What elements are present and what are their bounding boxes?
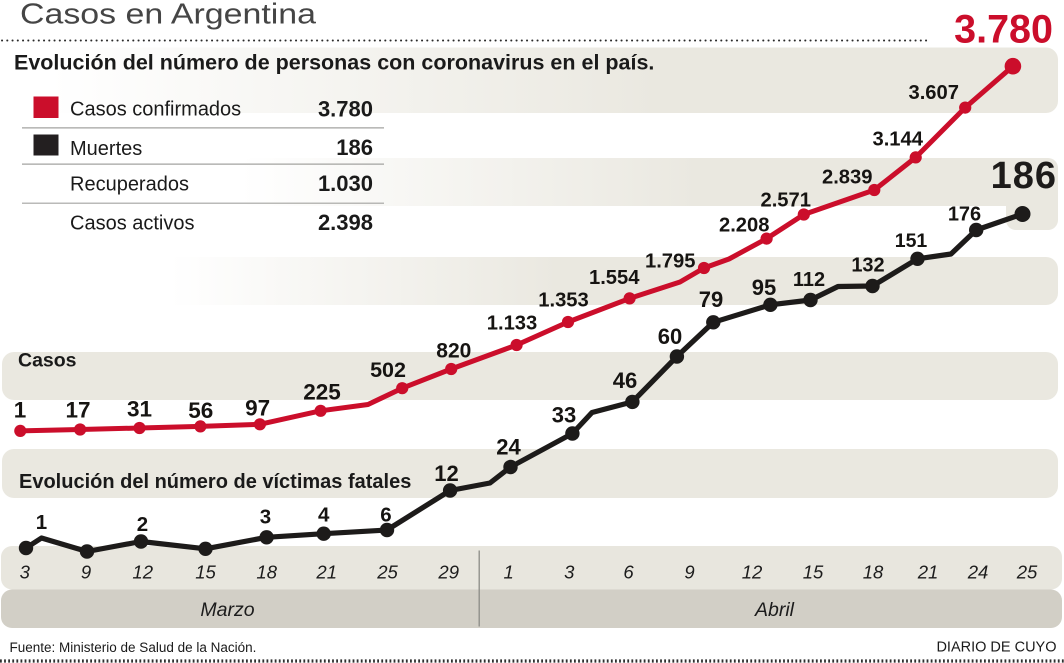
svg-text:95: 95 [752,275,776,300]
svg-text:225: 225 [303,380,341,405]
svg-text:2.571: 2.571 [760,190,811,212]
svg-text:Casos activos: Casos activos [70,213,195,235]
svg-text:3.780: 3.780 [954,8,1053,52]
svg-text:1.353: 1.353 [538,290,589,312]
svg-text:2.839: 2.839 [822,167,873,189]
svg-text:46: 46 [613,368,637,393]
svg-text:24: 24 [496,435,521,460]
svg-text:151: 151 [895,230,928,252]
svg-text:820: 820 [436,340,471,363]
svg-text:33: 33 [552,403,576,428]
svg-text:3: 3 [20,562,31,583]
svg-text:56: 56 [188,398,213,423]
svg-text:Abril: Abril [754,599,795,621]
svg-text:3.607: 3.607 [908,82,959,104]
svg-text:79: 79 [699,287,723,312]
svg-text:3.144: 3.144 [872,129,923,151]
svg-text:25: 25 [1016,562,1038,583]
svg-text:21: 21 [315,562,337,583]
svg-text:2.398: 2.398 [318,210,373,235]
svg-text:15: 15 [195,562,216,583]
svg-text:18: 18 [256,562,277,583]
svg-text:1: 1 [503,562,513,583]
svg-text:1.030: 1.030 [318,171,373,196]
svg-text:29: 29 [437,562,459,583]
svg-text:18: 18 [863,562,884,583]
svg-text:3: 3 [260,506,271,529]
svg-text:502: 502 [370,358,406,382]
svg-text:1: 1 [14,398,27,423]
svg-text:Casos confirmados: Casos confirmados [70,99,241,121]
svg-text:Fuente: Ministerio de Salud de: Fuente: Ministerio de Salud de la Nación… [10,640,257,655]
svg-text:6: 6 [380,504,391,527]
svg-text:21: 21 [917,562,939,583]
svg-text:1.795: 1.795 [645,251,696,273]
svg-text:9: 9 [684,562,694,583]
svg-text:132: 132 [851,255,884,277]
svg-text:25: 25 [376,562,398,583]
svg-text:1: 1 [36,511,47,534]
svg-text:2.208: 2.208 [719,215,770,237]
svg-text:1.133: 1.133 [487,313,538,335]
svg-text:17: 17 [65,398,90,423]
svg-text:Muertes: Muertes [70,138,142,160]
svg-text:9: 9 [81,562,91,583]
svg-text:12: 12 [434,461,458,486]
svg-text:DIARIO DE CUYO: DIARIO DE CUYO [936,640,1056,656]
svg-text:6: 6 [623,562,634,583]
svg-text:15: 15 [803,562,824,583]
svg-text:4: 4 [318,504,330,527]
svg-text:186: 186 [336,135,373,160]
svg-text:186: 186 [991,155,1057,197]
svg-text:3.780: 3.780 [318,96,373,121]
svg-text:12: 12 [132,562,153,583]
svg-text:Evolución del número de víctim: Evolución del número de víctimas fatales [19,471,411,493]
svg-text:24: 24 [967,562,989,583]
svg-text:Marzo: Marzo [200,599,254,621]
svg-text:31: 31 [127,397,152,422]
svg-text:2: 2 [137,513,148,536]
svg-text:60: 60 [658,324,682,349]
svg-text:97: 97 [245,396,270,421]
svg-text:176: 176 [948,204,981,226]
svg-text:3: 3 [564,562,575,583]
svg-text:Casos: Casos [18,350,77,372]
svg-text:1.554: 1.554 [589,267,640,289]
svg-text:Casos en Argentina: Casos en Argentina [20,0,316,31]
svg-text:12: 12 [742,562,763,583]
svg-text:Evolución del número de person: Evolución del número de personas con cor… [14,51,654,75]
svg-text:Recuperados: Recuperados [70,174,189,196]
svg-text:112: 112 [793,269,825,291]
